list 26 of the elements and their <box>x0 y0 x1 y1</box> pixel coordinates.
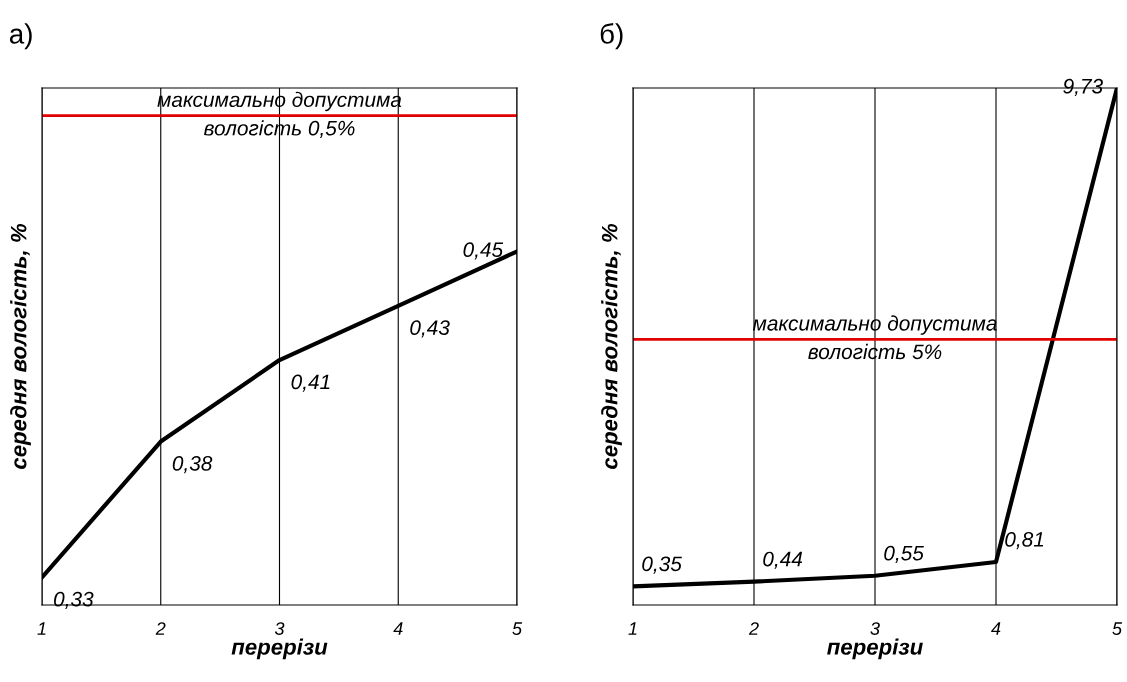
data-label: 0,41 <box>291 374 330 392</box>
x-axis-title: перерізи <box>827 638 923 660</box>
x-tick-label: 2 <box>748 622 759 635</box>
x-tick-label: 5 <box>1112 622 1123 635</box>
data-label: 9,73 <box>1063 78 1103 97</box>
x-axis-title: перерізи <box>231 638 328 660</box>
chart-title: б) <box>600 23 623 50</box>
data-label: 0,35 <box>642 556 682 574</box>
data-label: 0,45 <box>463 242 504 260</box>
x-tick-label: 4 <box>393 622 403 635</box>
y-axis-title: середня вологість, % <box>10 223 31 469</box>
y-axis-title: середня вологість, % <box>601 223 622 469</box>
data-label: 0,55 <box>884 545 924 564</box>
data-label: 0,38 <box>172 455 213 474</box>
data-label: 0,33 <box>54 591 94 609</box>
data-label: 0,44 <box>763 551 803 569</box>
x-tick-label: 1 <box>37 622 46 635</box>
x-tick-label: 4 <box>991 622 1001 635</box>
data-label: 0,43 <box>410 320 450 338</box>
chart-title: а) <box>9 23 32 50</box>
x-tick-label: 3 <box>274 622 285 635</box>
data-label: 0,81 <box>1005 531 1044 550</box>
x-tick-label: 1 <box>628 622 637 635</box>
x-tick-label: 2 <box>155 622 166 635</box>
x-tick-label: 5 <box>512 622 523 635</box>
x-tick-label: 3 <box>870 622 880 635</box>
